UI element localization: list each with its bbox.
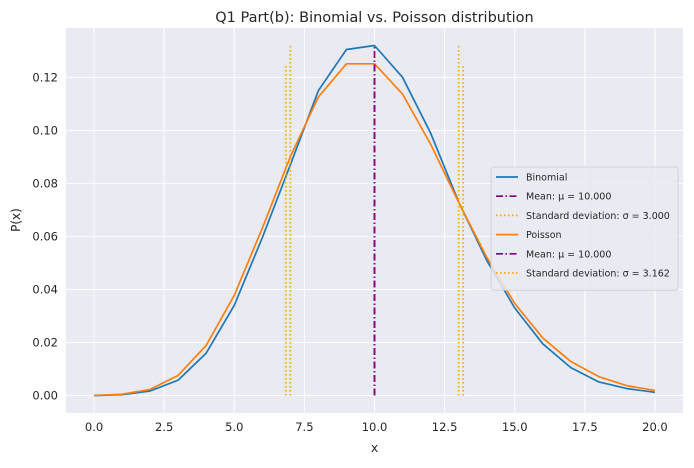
y-tick-label: 0.08: [32, 176, 58, 190]
legend-label: Standard deviation: σ = 3.000: [526, 211, 670, 222]
x-tick-label: 5.0: [225, 420, 243, 434]
reference-lines: [284, 45, 465, 396]
series-line-binomial: [94, 44, 656, 397]
legend-label: Poisson: [526, 230, 562, 241]
y-tick-label: 0.00: [32, 389, 58, 403]
legend-label: Mean: μ = 10.000: [526, 192, 611, 203]
legend-label: Standard deviation: σ = 3.162: [526, 269, 670, 280]
y-tick-label: 0.12: [32, 70, 58, 84]
y-tick-label: 0.02: [32, 335, 58, 349]
legend-frame: [490, 166, 679, 291]
x-tick-label: 20.0: [642, 420, 668, 434]
y-tick-label: 0.06: [32, 229, 58, 243]
x-tick-label: 0.0: [85, 420, 103, 434]
x-axis-label: x: [371, 441, 378, 455]
x-tick-label: 12.5: [432, 420, 458, 434]
legend-label: Binomial: [526, 173, 567, 184]
chart-title: Q1 Part(b): Binomial vs. Poisson distrib…: [215, 10, 534, 26]
series-line-poisson: [94, 62, 656, 397]
y-tick-labels: 0.00 0.02 0.04 0.06 0.08 0.10 0.12: [32, 70, 58, 402]
x-tick-label: 10.0: [362, 420, 388, 434]
x-tick-label: 2.5: [155, 420, 173, 434]
x-tick-label: 17.5: [572, 420, 598, 434]
y-tick-label: 0.10: [32, 123, 58, 137]
legend: Binomial Mean: μ = 10.000 Standard deviati…: [490, 166, 679, 291]
x-tick-label: 15.0: [502, 420, 528, 434]
y-axis-label: P(x): [9, 208, 23, 232]
legend-label: Mean: μ = 10.000: [526, 249, 611, 260]
x-tick-labels: 0.0 2.5 5.0 7.5 10.0 12.5 15.0 17.5 20.0: [85, 420, 668, 434]
y-tick-label: 0.04: [32, 282, 58, 296]
x-tick-label: 7.5: [295, 420, 313, 434]
series-lines: [94, 44, 656, 397]
